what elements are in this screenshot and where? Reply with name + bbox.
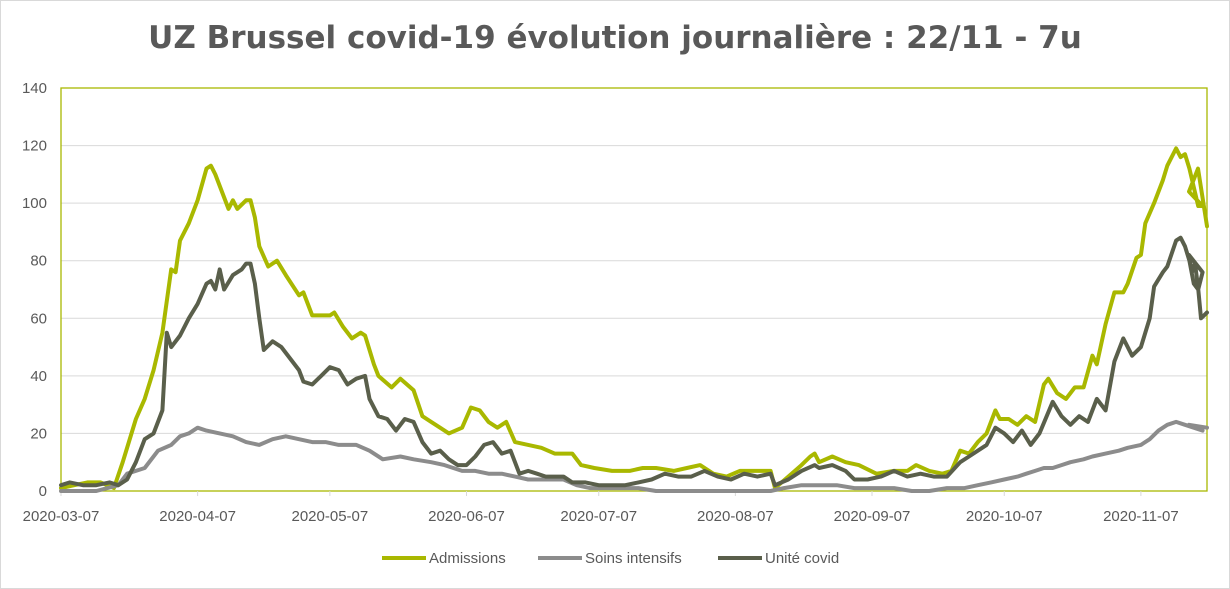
x-tick-label: 2020-10-07 bbox=[966, 508, 1043, 525]
x-tick-label: 2020-03-07 bbox=[23, 508, 100, 525]
y-tick-label: 0 bbox=[39, 483, 47, 500]
legend-label-unite-covid: Unité covid bbox=[765, 550, 839, 567]
x-tick-label: 2020-07-07 bbox=[560, 508, 637, 525]
legend-label-soins-intensifs: Soins intensifs bbox=[585, 550, 682, 567]
x-tick-label: 2020-06-07 bbox=[428, 508, 505, 525]
series-line-soins-intensifs bbox=[59, 419, 1209, 493]
plot-border bbox=[60, 87, 1208, 492]
x-tick-label: 2020-09-07 bbox=[834, 508, 911, 525]
y-tick-label: 120 bbox=[22, 138, 47, 155]
legend-label-admissions: Admissions bbox=[429, 550, 506, 567]
x-tick-label: 2020-04-07 bbox=[159, 508, 236, 525]
y-tick-label: 80 bbox=[30, 253, 47, 270]
y-tick-label: 60 bbox=[30, 310, 47, 327]
y-tick-label: 20 bbox=[30, 425, 47, 442]
y-tick-label: 40 bbox=[30, 368, 47, 385]
y-tick-label: 100 bbox=[22, 195, 47, 212]
x-tick-label: 2020-11-07 bbox=[1103, 508, 1179, 525]
x-tick-label: 2020-08-07 bbox=[697, 508, 774, 525]
x-tick-label: 2020-05-07 bbox=[292, 508, 369, 525]
y-tick-label: 140 bbox=[22, 80, 47, 97]
chart-title: UZ Brussel covid-19 évolution journalièr… bbox=[148, 20, 1082, 56]
series-line-unite-covid bbox=[59, 235, 1209, 488]
series-line-admissions bbox=[59, 146, 1209, 491]
